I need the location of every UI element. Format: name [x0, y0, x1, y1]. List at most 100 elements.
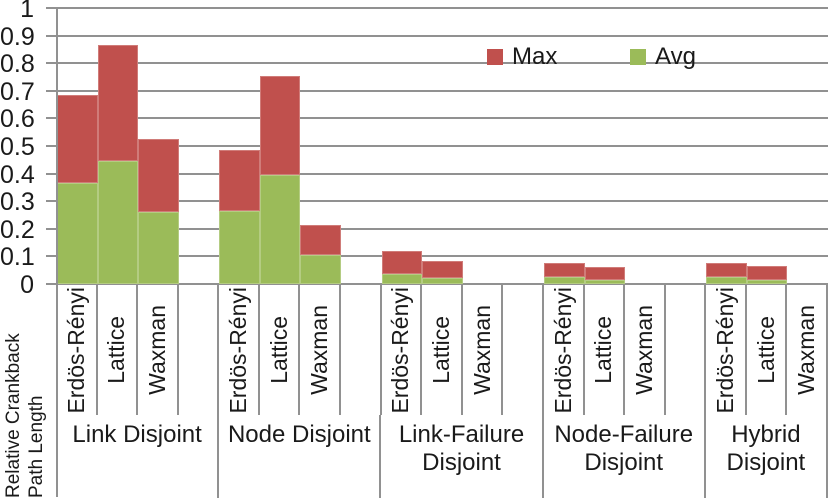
y-tick-label: 0.4 [0, 160, 35, 189]
bar-slot [543, 8, 585, 284]
category-label: Waxman [793, 305, 820, 395]
y-tick-label: 0.1 [0, 243, 35, 272]
bar-segment-avg [381, 274, 423, 284]
bar-segment-avg [57, 183, 98, 284]
bar-segment-max [584, 267, 626, 280]
bar-slot [584, 8, 626, 284]
group-label-line: Disjoint [584, 449, 664, 476]
y-tick-mark-1 [46, 7, 57, 9]
bar-segment-max [259, 75, 301, 175]
bar-segment-avg [706, 277, 747, 284]
y-tick-mark-0.7 [46, 89, 57, 92]
y-tick-label: 0.8 [0, 50, 35, 79]
category-label: Lattice [103, 316, 130, 384]
category-label-slot-spacer [503, 285, 544, 415]
category-label-slot: Erdös-Rényi [219, 285, 260, 415]
category-label-slot: Erdös-Rényi [382, 285, 423, 415]
bar-segment-max [97, 45, 139, 162]
group-label-line: Disjoint [422, 449, 501, 476]
legend-label-avg: Avg [655, 43, 696, 70]
y-axis-title: Relative Crankback Path Length [2, 268, 48, 498]
category-label-slot: Lattice [98, 285, 139, 415]
y-tick-label: 1 [20, 0, 34, 23]
category-label: Lattice [752, 316, 779, 384]
bar-segment-max [138, 139, 179, 213]
bar-segment-max [543, 263, 585, 278]
group-label-line: Disjoint [726, 449, 806, 476]
category-label: Erdös-Rényi [62, 286, 89, 414]
y-tick-mark-0.8 [46, 62, 57, 65]
y-tick-label: 0.2 [0, 215, 35, 244]
category-label: Waxman [468, 305, 495, 395]
category-label-slot: Lattice [260, 285, 301, 415]
gridline-0.8 [57, 62, 828, 65]
category-label-slot: Lattice [585, 285, 626, 415]
group-label-line: Link-Failure [398, 421, 525, 448]
gridline-0.5 [57, 145, 828, 147]
category-label-slot: Waxman [463, 285, 504, 415]
gridline-0.6 [57, 117, 828, 120]
bar-slot [97, 8, 139, 284]
category-label-slot-spacer [341, 285, 382, 415]
y-tick-label: 0.9 [0, 22, 35, 51]
group-label-line: Node Disjoint [227, 421, 371, 448]
category-label-slot: Erdös-Rényi [57, 285, 98, 415]
y-tick-label: 0.5 [0, 133, 35, 161]
bar-segment-max [422, 260, 463, 279]
bar-segment-avg [543, 277, 585, 284]
category-label: Erdös-Rényi [225, 286, 252, 414]
y-tick-mark-0.5 [46, 145, 57, 147]
bar-slot [706, 8, 747, 284]
legend-item-avg: Avg [630, 43, 696, 71]
category-label: Erdös-Rényi [712, 286, 739, 414]
y-tick-label: 0.6 [0, 105, 35, 134]
bar-segment-max [57, 94, 98, 184]
category-label-slot: Erdös-Rényi [706, 285, 747, 415]
gridline-0.2 [57, 227, 828, 230]
y-tick-mark-0.4 [46, 172, 57, 175]
bar-segment-max [706, 263, 747, 278]
group-label: Link Disjoint [57, 415, 220, 498]
category-label-slot: Waxman [138, 285, 179, 415]
bar-segment-avg [259, 174, 301, 284]
category-label-slot: Lattice [422, 285, 463, 415]
group-label-line: Link Disjoint [72, 421, 202, 448]
category-label: Lattice [265, 316, 292, 384]
bar-segment-avg [300, 255, 342, 284]
category-label-band: Erdös-Rényi Lattice Waxman Erdös-Rényi Latti… [57, 285, 828, 415]
category-label: Erdös-Rényi [549, 286, 576, 414]
gridline-0.7 [57, 89, 828, 92]
bar-segment-max [746, 266, 788, 280]
bar-slot [787, 8, 828, 284]
bar-segment-avg [746, 279, 788, 284]
y-tick-mark-0.3 [46, 200, 57, 203]
bar-slot [219, 8, 260, 284]
bar-segment-avg [97, 161, 139, 284]
category-label: Waxman [630, 305, 657, 395]
bar-segment-max [381, 250, 423, 275]
category-label: Waxman [306, 305, 333, 395]
bar-slot-spacer [179, 8, 220, 284]
legend-swatch-max-icon [487, 49, 503, 65]
bar-segment-avg [584, 279, 626, 284]
group-label-line: Node-Failure [554, 421, 694, 448]
category-label-slot: Erdös-Rényi [544, 285, 585, 415]
bar-slot-spacer [341, 8, 382, 284]
y-tick-mark-0.1 [46, 255, 57, 258]
y-axis-line [56, 8, 58, 497]
category-label-slot: Waxman [787, 285, 828, 415]
bar-slot [300, 8, 342, 284]
y-tick-mark-0.9 [46, 34, 57, 37]
category-label: Erdös-Rényi [387, 286, 414, 414]
bar-slot [57, 8, 98, 284]
bars-layer [57, 8, 828, 284]
group-label: Node Disjoint [219, 415, 382, 498]
legend-label-max: Max [512, 43, 558, 70]
group-label: Link-Failure Disjoint [381, 415, 544, 498]
y-tick-label: 0.3 [0, 188, 35, 217]
y-tick-label: 0.7 [0, 77, 35, 106]
gridline-1 [57, 7, 828, 9]
bar-slot [746, 8, 788, 284]
bar-segment-max [300, 224, 342, 256]
y-tick-mark-0.6 [46, 117, 57, 120]
